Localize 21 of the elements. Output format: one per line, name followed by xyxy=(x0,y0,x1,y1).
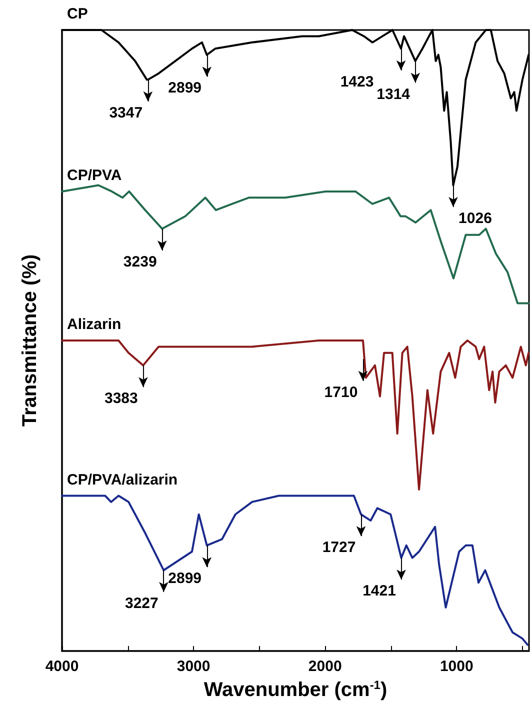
series-label: CP xyxy=(67,6,88,22)
annotation: 3239 xyxy=(123,253,157,270)
series-label: CP/PVA xyxy=(67,166,122,184)
annotation: 1710 xyxy=(324,384,358,401)
annotation: 3227 xyxy=(125,595,158,612)
x-tick-label: 2000 xyxy=(308,658,342,675)
annotation: 2899 xyxy=(168,570,202,588)
annotation: 1314 xyxy=(376,86,411,103)
annotation: 3383 xyxy=(104,390,138,408)
annotation: 1026 xyxy=(458,210,492,227)
annotation: 3347 xyxy=(109,104,143,122)
annotation: 2899 xyxy=(168,80,202,97)
x-tick-label: 3000 xyxy=(176,658,210,675)
annotation: 1423 xyxy=(340,73,374,90)
annotation: 1727 xyxy=(322,539,356,556)
x-tick-label: 1000 xyxy=(440,658,474,675)
annotation: 1421 xyxy=(362,582,396,600)
x-tick-label: 4000 xyxy=(45,658,79,675)
y-axis-title: Transmittance (%) xyxy=(19,254,41,427)
series-label: CP/PVA/alizarin xyxy=(67,471,178,488)
series-label: Alizarin xyxy=(67,316,122,333)
